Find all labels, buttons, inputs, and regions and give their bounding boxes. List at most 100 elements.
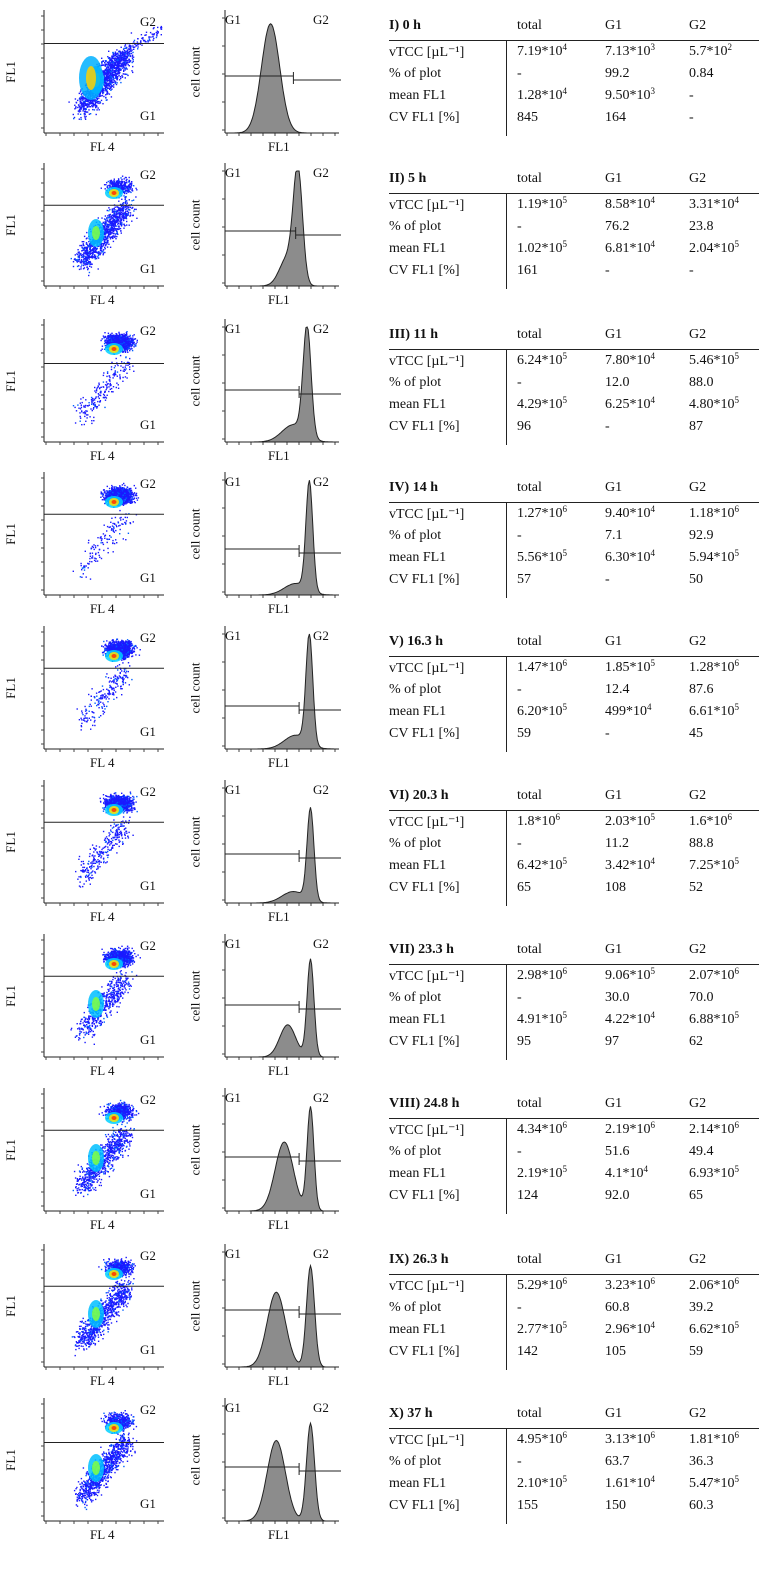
table-cell: 142 xyxy=(517,1344,538,1359)
row-label: mean FL1 xyxy=(389,241,447,256)
table-cell: 6.81*104 xyxy=(605,239,655,257)
chart-row: G2 G1 FL1 FL 4 G1 G2 cell count FL1 II) 5 h total… xyxy=(0,161,766,314)
table-cell: 6.30*104 xyxy=(605,548,655,566)
y-axis-label: FL1 xyxy=(2,523,18,545)
hist-g2-label: G2 xyxy=(313,12,329,27)
table-cell: 4.91*105 xyxy=(517,1010,567,1028)
dot-plot: G2 G1 xyxy=(36,624,166,754)
table-title: II) 5 h xyxy=(389,171,427,186)
table-cell: - xyxy=(689,263,694,278)
row-label: % of plot xyxy=(389,682,442,697)
row-label: CV FL1 [%] xyxy=(389,572,460,587)
row-label: vTCC [µL⁻¹] xyxy=(389,45,465,60)
hist-x-axis-label: FL1 xyxy=(268,1373,290,1388)
x-axis-label: FL 4 xyxy=(90,1217,115,1232)
hist-x-axis-label: FL1 xyxy=(268,292,290,307)
table-cell: 9.50*103 xyxy=(605,86,655,104)
dot-plot-svg xyxy=(41,319,164,445)
table-cell: 60.8 xyxy=(605,1300,630,1315)
histogram-area xyxy=(225,480,339,596)
table-divider xyxy=(506,502,507,598)
table-cell: 70.0 xyxy=(689,990,714,1005)
hist-x-axis-label: FL1 xyxy=(268,1063,290,1078)
dot-plot: G2 G1 xyxy=(36,932,166,1062)
histogram-svg xyxy=(222,934,341,1060)
hist-g2-label: G2 xyxy=(313,936,329,951)
hist-g1-label: G1 xyxy=(225,1400,241,1415)
hist-y-axis-label: cell count xyxy=(187,1124,203,1176)
col-g1: G1 xyxy=(605,634,623,649)
histogram-svg xyxy=(222,163,341,289)
histogram: G1 G2 xyxy=(221,8,341,138)
chart-row: G2 G1 FL1 FL 4 G1 G2 cell count FL1 III) 11 h tot… xyxy=(0,317,766,470)
gate-g2-label: G2 xyxy=(140,1092,156,1107)
table-row: mean FL1 4.91*105 4.22*104 6.88*105 xyxy=(389,1010,759,1034)
table-cell: 2.98*106 xyxy=(517,966,567,984)
row-label: vTCC [µL⁻¹] xyxy=(389,1279,465,1294)
histogram: G1 G2 xyxy=(221,778,341,908)
table-rule xyxy=(389,193,759,194)
histogram-area xyxy=(225,633,339,750)
table-cell: 6.20*105 xyxy=(517,702,567,720)
table-cell: 62 xyxy=(689,1034,703,1049)
gate-g1-label: G1 xyxy=(140,1496,156,1511)
table-cell: 65 xyxy=(517,880,531,895)
dot-cloud xyxy=(72,482,140,580)
histogram-svg xyxy=(222,10,341,136)
table-row: CV FL1 [%] 57 - 50 xyxy=(389,572,759,594)
table-cell: 76.2 xyxy=(605,219,630,234)
col-g2: G2 xyxy=(689,788,707,803)
col-total: total xyxy=(517,1252,542,1267)
histogram: G1 G2 xyxy=(221,624,341,754)
table-cell: 1.28*104 xyxy=(517,86,567,104)
gate-g2-label: G2 xyxy=(140,1248,156,1263)
table-cell: 6.61*105 xyxy=(689,702,739,720)
table-divider xyxy=(506,1118,507,1214)
col-total: total xyxy=(517,171,542,186)
table-cell: 7.80*104 xyxy=(605,351,655,369)
col-total: total xyxy=(517,634,542,649)
hist-gate-marker xyxy=(225,386,341,398)
table-cell: 8.58*104 xyxy=(605,195,655,213)
row-label: mean FL1 xyxy=(389,1166,447,1181)
table-cell: 96 xyxy=(517,419,531,434)
row-label: % of plot xyxy=(389,990,442,1005)
y-axis-label: FL1 xyxy=(2,831,18,853)
table-cell: 30.0 xyxy=(605,990,630,1005)
table-cell: 9.40*104 xyxy=(605,504,655,522)
row-label: mean FL1 xyxy=(389,397,447,412)
table-title: VII) 23.3 h xyxy=(389,942,454,957)
table-row: % of plot - 30.0 70.0 xyxy=(389,990,759,1012)
histogram-area xyxy=(225,1263,339,1368)
table-cell: 4.34*106 xyxy=(517,1120,567,1138)
col-g2: G2 xyxy=(689,1096,707,1111)
row-label: % of plot xyxy=(389,1300,442,1315)
hist-x-axis-label: FL1 xyxy=(268,601,290,616)
row-label: vTCC [µL⁻¹] xyxy=(389,661,465,676)
col-g1: G1 xyxy=(605,18,623,33)
table-cell: 88.8 xyxy=(689,836,714,851)
table-divider xyxy=(506,1274,507,1370)
table-row: CV FL1 [%] 124 92.0 65 xyxy=(389,1188,759,1210)
hist-y-axis-label: cell count xyxy=(187,662,203,714)
dot-plot: G2 G1 xyxy=(36,1396,166,1526)
gate-g1-label: G1 xyxy=(140,724,156,739)
table-cell: - xyxy=(517,528,522,543)
dot-plot-svg xyxy=(41,10,164,136)
chart-row: G2 G1 FL1 FL 4 G1 G2 cell count FL1 X) 37 h total… xyxy=(0,1396,766,1549)
histogram-svg xyxy=(222,472,341,598)
dot-plot: G2 G1 xyxy=(36,470,166,600)
col-g1: G1 xyxy=(605,788,623,803)
row-label: vTCC [µL⁻¹] xyxy=(389,198,465,213)
table-cell: 5.56*105 xyxy=(517,548,567,566)
table-cell: 150 xyxy=(605,1498,626,1513)
x-axis-label: FL 4 xyxy=(90,1527,115,1542)
y-axis-label: FL1 xyxy=(2,677,18,699)
dot-plot-svg xyxy=(41,780,164,906)
row-label: % of plot xyxy=(389,66,442,81)
table-rule xyxy=(389,1274,759,1275)
table-cell: 0.84 xyxy=(689,66,714,81)
hist-gate-marker xyxy=(225,545,341,557)
table-cell: 5.29*106 xyxy=(517,1276,567,1294)
table-cell: 88.0 xyxy=(689,375,714,390)
